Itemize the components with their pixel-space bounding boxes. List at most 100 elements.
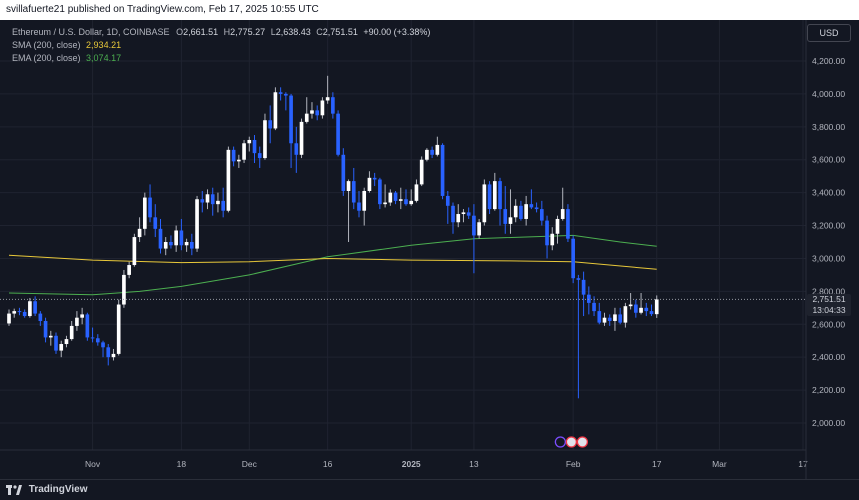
candle-body bbox=[59, 344, 64, 351]
x-tick-label: 2025 bbox=[402, 459, 421, 469]
lightning-marker-icon bbox=[554, 436, 567, 448]
candle-body bbox=[587, 294, 591, 303]
candle-body bbox=[383, 202, 387, 205]
candle-body bbox=[482, 184, 487, 223]
candle-body bbox=[592, 302, 596, 312]
close-value: 2,751.51 bbox=[322, 27, 358, 37]
x-tick-label: Mar bbox=[712, 459, 727, 469]
candle-body bbox=[263, 120, 267, 159]
candle-body bbox=[461, 212, 466, 215]
candle-body bbox=[95, 338, 100, 343]
y-tick-label: 3,800.00 bbox=[812, 122, 845, 132]
y-tick-label: 3,000.00 bbox=[812, 253, 845, 263]
candle-body bbox=[116, 304, 121, 354]
candle-body bbox=[498, 181, 502, 210]
candle-body bbox=[539, 209, 544, 221]
candle-body bbox=[132, 237, 137, 266]
candle-body bbox=[85, 314, 90, 338]
candle-body bbox=[247, 139, 252, 144]
candle-body bbox=[310, 110, 314, 114]
ema-value: 3,074.17 bbox=[86, 53, 122, 63]
candle-body bbox=[148, 197, 152, 218]
candle-body bbox=[142, 197, 147, 229]
candle-body bbox=[419, 159, 424, 185]
currency-button[interactable]: USD bbox=[807, 24, 851, 42]
chart-legend: Ethereum / U.S. Dollar, 1D, COINBASE O2,… bbox=[12, 26, 430, 65]
y-tick-label: 2,600.00 bbox=[812, 319, 845, 329]
candle-body bbox=[362, 190, 367, 211]
candle-body bbox=[273, 92, 278, 129]
candle-body bbox=[393, 192, 398, 201]
candle-body bbox=[137, 228, 142, 238]
ema-label: EMA (200, close) bbox=[12, 53, 81, 63]
candle-body bbox=[503, 209, 508, 224]
candle-body bbox=[33, 301, 37, 314]
candle-body bbox=[210, 194, 215, 205]
candle-body bbox=[451, 205, 455, 223]
y-tick-label: 4,000.00 bbox=[812, 89, 845, 99]
candle-body bbox=[487, 184, 492, 210]
candle-body bbox=[346, 181, 351, 191]
candle-body bbox=[64, 339, 69, 345]
candle-body bbox=[357, 202, 361, 211]
candle-body bbox=[48, 335, 53, 338]
high-value: 2,775.27 bbox=[230, 27, 266, 37]
candle-body bbox=[372, 177, 377, 180]
candle-body bbox=[545, 220, 549, 246]
candle-body bbox=[581, 279, 586, 295]
x-tick-label: 13 bbox=[469, 459, 479, 469]
candle-body bbox=[649, 311, 654, 315]
candle-body bbox=[555, 218, 560, 234]
candle-body bbox=[22, 311, 27, 317]
candle-body bbox=[43, 320, 48, 338]
ema-row[interactable]: EMA (200, close) 3,074.17 bbox=[12, 52, 430, 65]
low-value: 2,638.43 bbox=[275, 27, 311, 37]
candle-body bbox=[513, 205, 518, 218]
y-tick-label: 2,000.00 bbox=[812, 418, 845, 428]
current-price-value: 2,751.51 bbox=[812, 294, 846, 304]
candle-body bbox=[184, 242, 189, 246]
candle-body bbox=[566, 209, 570, 239]
us-flag-marker-icon bbox=[565, 436, 578, 448]
change-value: +90.00 (+3.38%) bbox=[363, 27, 431, 37]
candle-body bbox=[628, 304, 633, 307]
candle-body bbox=[7, 313, 11, 324]
publisher-text: svillafuerte21 published on TradingView.… bbox=[6, 4, 319, 15]
candle-body bbox=[571, 238, 575, 279]
close-label: C bbox=[316, 27, 323, 37]
high-label: H bbox=[223, 27, 231, 37]
candle-body bbox=[456, 214, 461, 223]
candle-body bbox=[336, 113, 340, 155]
x-tick-label: Dec bbox=[242, 459, 258, 469]
x-tick-label: Feb bbox=[566, 459, 581, 469]
sma-row[interactable]: SMA (200, close) 2,934.21 bbox=[12, 39, 430, 52]
y-tick-label: 2,200.00 bbox=[812, 385, 845, 395]
candle-body bbox=[529, 204, 534, 208]
candle-body bbox=[190, 242, 194, 249]
candle-body bbox=[153, 217, 158, 229]
candle-body bbox=[472, 215, 476, 236]
bar-countdown: 13:04:33 bbox=[812, 305, 846, 315]
candle-body bbox=[127, 265, 131, 275]
candle-body bbox=[289, 95, 293, 144]
candle-body bbox=[205, 194, 210, 203]
symbol-label: Ethereum / U.S. Dollar, 1D, COINBASE bbox=[12, 27, 170, 37]
candle-body bbox=[331, 97, 335, 114]
candle-body bbox=[257, 153, 262, 159]
x-tick-label: 17 bbox=[798, 459, 808, 469]
tradingview-logo-icon bbox=[6, 484, 22, 495]
low-label: L bbox=[270, 27, 276, 37]
candle-body bbox=[440, 144, 445, 196]
candle-body bbox=[69, 325, 74, 340]
candle-body bbox=[111, 353, 116, 358]
candle-body bbox=[179, 230, 184, 246]
y-tick-label: 3,400.00 bbox=[812, 188, 845, 198]
candle-body bbox=[216, 200, 220, 205]
ohlc-row: Ethereum / U.S. Dollar, 1D, COINBASE O2,… bbox=[12, 26, 430, 39]
footer-brand: TradingView bbox=[28, 484, 88, 495]
x-tick-label: 17 bbox=[652, 459, 662, 469]
candlestick-chart[interactable]: 2,000.00 2,200.00 2,400.00 2,600.00 2,800.00… bbox=[0, 20, 859, 479]
candle-body bbox=[325, 97, 330, 101]
candle-body bbox=[284, 93, 288, 96]
candle-body bbox=[195, 199, 199, 249]
